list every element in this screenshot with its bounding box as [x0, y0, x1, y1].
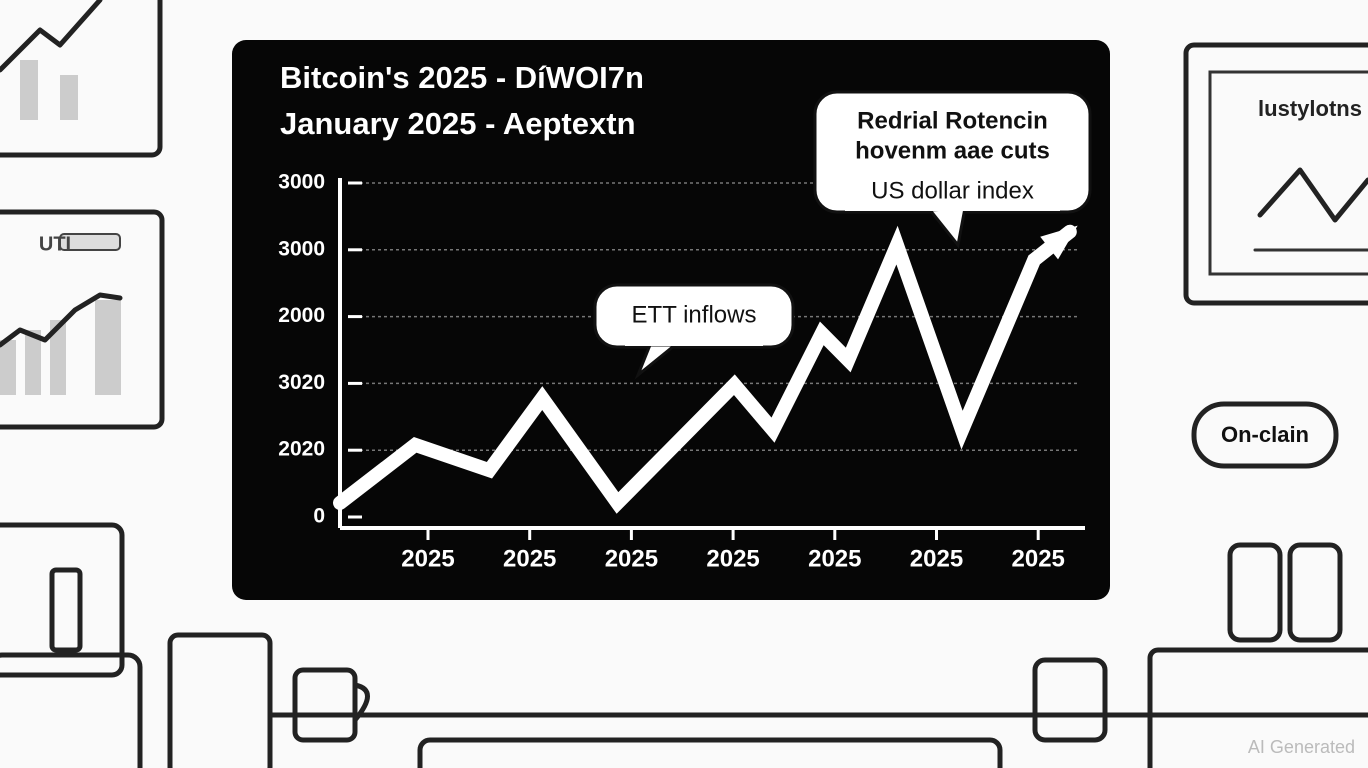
y-tick-label: 3000 — [278, 171, 325, 194]
x-tick-label: 2025 — [808, 545, 861, 572]
callout-text: ETT inflows — [632, 301, 757, 328]
x-tick-label: 2025 — [503, 545, 556, 572]
badge: On-clain — [1221, 422, 1309, 447]
callout-text: US dollar index — [871, 177, 1034, 204]
y-tick-label: 2020 — [278, 438, 325, 461]
x-tick-label: 2025 — [1012, 545, 1065, 572]
x-tick-label: 2025 — [910, 545, 963, 572]
y-tick-label: 3000 — [278, 237, 325, 260]
y-tick-label: 3020 — [278, 371, 325, 394]
panel-text: UTI — [39, 233, 71, 255]
x-tick-label: 2025 — [401, 545, 454, 572]
x-tick-label: 2025 — [706, 545, 759, 572]
callout-cover — [845, 206, 1060, 211]
y-tick-label: 0 — [313, 505, 325, 528]
callout-box — [593, 283, 795, 349]
callout-cover — [625, 341, 763, 346]
chart-subtitle: January 2025 - Aeptextn — [280, 106, 636, 141]
y-tick-label: 2000 — [278, 304, 325, 327]
panel-title: lustylotns — [1258, 96, 1362, 121]
callout-text: hovenm aae cuts — [855, 137, 1050, 164]
chart-title: Bitcoin's 2025 - DíWOI7n — [280, 60, 644, 95]
x-tick-label: 2025 — [605, 545, 658, 572]
price-line — [333, 224, 1077, 514]
arrow-head — [1040, 225, 1078, 260]
watermark: AI Generated — [1248, 737, 1355, 757]
callout-text: Redrial Rotencin — [857, 107, 1048, 134]
